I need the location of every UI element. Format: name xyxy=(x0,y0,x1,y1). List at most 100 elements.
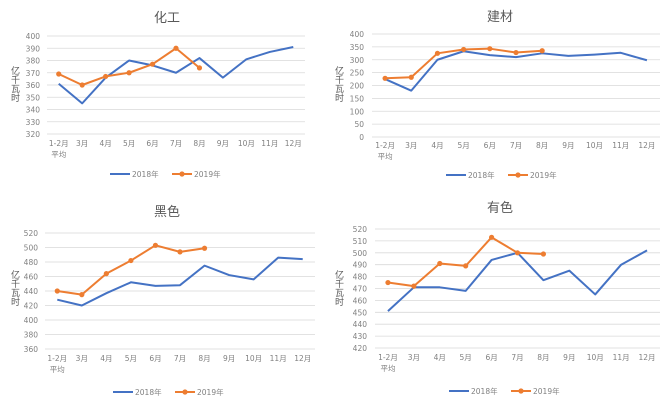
data-point xyxy=(128,257,134,264)
x-tick-label: 5月 xyxy=(123,139,135,148)
x-tick-label: 6月 xyxy=(149,354,161,363)
data-point xyxy=(463,263,469,269)
data-point xyxy=(539,48,545,54)
x-tick-label: 7月 xyxy=(511,353,523,362)
x-tick-label: 12月 xyxy=(639,353,656,362)
legend-label: 2018年 xyxy=(471,386,498,396)
y-tick-label: 490 xyxy=(353,261,368,270)
data-point xyxy=(411,283,417,289)
y-tick-label: 450 xyxy=(353,308,368,317)
y-tick-label: 350 xyxy=(26,93,41,102)
x-tick-label: 12月 xyxy=(285,139,302,148)
x-tick-label: 7月 xyxy=(170,139,182,148)
y-axis-label: 亿千瓦时 xyxy=(333,270,343,306)
data-point xyxy=(201,245,208,251)
data-point xyxy=(408,74,414,80)
x-tick-label: 4月 xyxy=(100,354,112,363)
y-tick-label: 480 xyxy=(353,273,368,282)
data-point xyxy=(103,271,109,277)
x-tick-label: 1-2月平均 xyxy=(375,141,395,161)
y-axis-label: 亿千瓦时 xyxy=(9,66,19,102)
x-tick-label: 11月 xyxy=(613,353,630,362)
x-tick-label: 10月 xyxy=(587,353,604,362)
legend-marker xyxy=(182,389,188,395)
data-point xyxy=(196,65,203,71)
y-tick-label: 360 xyxy=(24,345,39,354)
legend-marker xyxy=(518,388,524,394)
y-tick-label: 390 xyxy=(26,44,41,53)
y-axis-label: 亿千瓦时 xyxy=(333,66,343,102)
series-line-2018年 xyxy=(57,256,303,307)
y-tick-label: 520 xyxy=(353,225,368,234)
y-tick-label: 360 xyxy=(26,81,41,90)
y-tick-label: 380 xyxy=(24,331,39,340)
chart-title: 黑色 xyxy=(154,204,180,220)
y-tick-label: 400 xyxy=(24,316,39,325)
chart-2: 建材 0 50 100 150 200 250 300 350 400 1-2月平均 3月 4月 5月 6月… xyxy=(350,10,660,180)
y-tick-label: 350 xyxy=(350,43,365,52)
y-tick-label: 420 xyxy=(24,302,39,311)
y-tick-label: 300 xyxy=(350,56,365,65)
legend-label: 2019年 xyxy=(530,170,557,180)
y-tick-label: 420 xyxy=(353,344,368,353)
x-tick-label: 6月 xyxy=(485,353,497,362)
legend-label: 2019年 xyxy=(197,387,224,397)
y-tick-label: 470 xyxy=(353,285,368,294)
x-tick-label: 7月 xyxy=(174,354,186,363)
data-point xyxy=(126,70,132,76)
x-tick-label: 1-2月平均 xyxy=(378,353,398,373)
legend-marker xyxy=(515,172,521,178)
data-point xyxy=(79,82,85,88)
series-line-2019年 xyxy=(385,47,543,80)
legend-label: 2019年 xyxy=(194,169,221,179)
y-tick-label: 460 xyxy=(353,296,368,305)
x-tick-label: 3月 xyxy=(405,141,417,150)
y-tick-label: 400 xyxy=(26,32,41,41)
x-tick-label: 6月 xyxy=(484,141,496,150)
y-tick-label: 500 xyxy=(24,244,39,253)
y-tick-label: 50 xyxy=(354,120,364,129)
data-point xyxy=(173,45,179,51)
y-tick-label: 150 xyxy=(350,94,365,103)
y-tick-label: 500 xyxy=(353,249,368,258)
x-tick-label: 12月 xyxy=(294,354,311,363)
x-tick-label: 11月 xyxy=(270,354,287,363)
y-tick-label: 330 xyxy=(26,118,41,127)
y-tick-label: 250 xyxy=(350,69,365,78)
chart-title: 有色 xyxy=(487,200,513,216)
x-tick-label: 5月 xyxy=(457,141,469,150)
y-tick-label: 0 xyxy=(359,133,364,142)
y-tick-label: 430 xyxy=(353,332,368,341)
data-point xyxy=(382,75,388,81)
chart-3: 黑色 360 380 400 420 440 460 480 500 520 1-2月平均 3月 4月 5… xyxy=(24,204,315,397)
x-tick-label: 9月 xyxy=(217,139,229,148)
y-tick-label: 440 xyxy=(24,287,39,296)
x-tick-label: 5月 xyxy=(460,353,472,362)
y-tick-label: 380 xyxy=(26,57,41,66)
data-point xyxy=(487,46,493,52)
y-tick-label: 100 xyxy=(350,107,365,116)
series-line-2018年 xyxy=(387,249,648,312)
data-point xyxy=(54,288,60,294)
series-line-2018年 xyxy=(58,46,294,105)
data-point xyxy=(149,61,156,67)
x-tick-label: 10月 xyxy=(586,141,603,150)
x-tick-label: 8月 xyxy=(536,141,548,150)
x-tick-label: 9月 xyxy=(562,141,574,150)
x-tick-label: 8月 xyxy=(198,354,210,363)
x-tick-label: 3月 xyxy=(76,139,88,148)
legend-label: 2018年 xyxy=(135,387,162,397)
x-tick-label: 4月 xyxy=(434,353,446,362)
data-point xyxy=(79,292,85,298)
data-point xyxy=(177,249,183,255)
x-tick-label: 9月 xyxy=(223,354,235,363)
y-tick-label: 370 xyxy=(26,69,41,78)
x-tick-label: 5月 xyxy=(125,354,137,363)
series-line-2018年 xyxy=(384,50,648,92)
legend-marker xyxy=(179,171,185,177)
series-line-2019年 xyxy=(57,244,205,296)
x-tick-label: 3月 xyxy=(76,354,88,363)
legend-label: 2018年 xyxy=(132,169,159,179)
x-tick-label: 10月 xyxy=(245,354,262,363)
y-tick-label: 460 xyxy=(24,273,39,282)
